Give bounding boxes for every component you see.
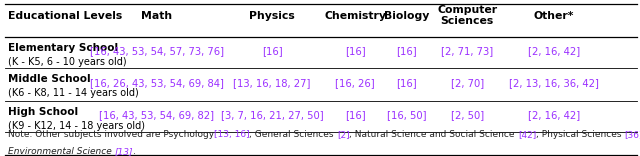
Text: [16]: [16] [262,46,282,56]
Text: [2, 16, 42]: [2, 16, 42] [527,110,580,120]
Text: [16]: [16] [345,46,365,56]
Text: [13, 16, 18, 27]: [13, 16, 18, 27] [234,78,310,88]
Text: [16, 26, 43, 53, 54, 69, 84]: [16, 26, 43, 53, 54, 69, 84] [90,78,224,88]
Text: ; Natural Science and Social Science: ; Natural Science and Social Science [349,130,518,139]
Text: .: . [133,147,136,156]
Text: [16]: [16] [396,78,417,88]
Text: Computer
Sciences: Computer Sciences [437,5,497,26]
Text: ; Physical Sciences: ; Physical Sciences [536,130,625,139]
Text: [13]: [13] [115,147,133,156]
Text: [42]: [42] [518,130,536,139]
Text: High School: High School [8,107,78,117]
Text: [36]: [36] [625,130,640,139]
Text: Physics: Physics [249,11,295,21]
Text: [16, 26]: [16, 26] [335,78,375,88]
Text: Chemistry: Chemistry [324,11,386,21]
Text: [16]: [16] [345,110,365,120]
Text: Middle School: Middle School [8,74,90,84]
Text: [2, 71, 73]: [2, 71, 73] [441,46,493,56]
Text: (K6 - K8, 11 - 14 years old): (K6 - K8, 11 - 14 years old) [8,88,138,98]
Text: [2, 70]: [2, 70] [451,78,484,88]
Text: [13, 16]: [13, 16] [214,130,250,139]
Text: Biology: Biology [384,11,429,21]
Text: [16, 50]: [16, 50] [387,110,426,120]
Text: Environmental Science: Environmental Science [8,147,115,156]
Text: ; General Sciences: ; General Sciences [250,130,337,139]
Text: Educational Levels: Educational Levels [8,11,122,21]
Text: Elementary School: Elementary School [8,43,118,53]
Text: [16, 43, 53, 54, 57, 73, 76]: [16, 43, 53, 54, 57, 73, 76] [90,46,224,56]
Text: [2, 50]: [2, 50] [451,110,484,120]
Text: [2, 16, 42]: [2, 16, 42] [527,46,580,56]
Text: [2, 13, 16, 36, 42]: [2, 13, 16, 36, 42] [509,78,598,88]
Text: Other*: Other* [533,11,574,21]
Text: Math: Math [141,11,172,21]
Text: [2]: [2] [337,130,349,139]
Text: [3, 7, 16, 21, 27, 50]: [3, 7, 16, 21, 27, 50] [221,110,323,120]
Text: [16]: [16] [396,46,417,56]
Text: Note: Other subjects involved are Psychology: Note: Other subjects involved are Psycho… [8,130,214,139]
Text: [16, 43, 53, 54, 69, 82]: [16, 43, 53, 54, 69, 82] [99,110,214,120]
Text: (K - K5, 6 - 10 years old): (K - K5, 6 - 10 years old) [8,57,126,67]
Text: (K9 - K12, 14 - 18 years old): (K9 - K12, 14 - 18 years old) [8,121,145,131]
